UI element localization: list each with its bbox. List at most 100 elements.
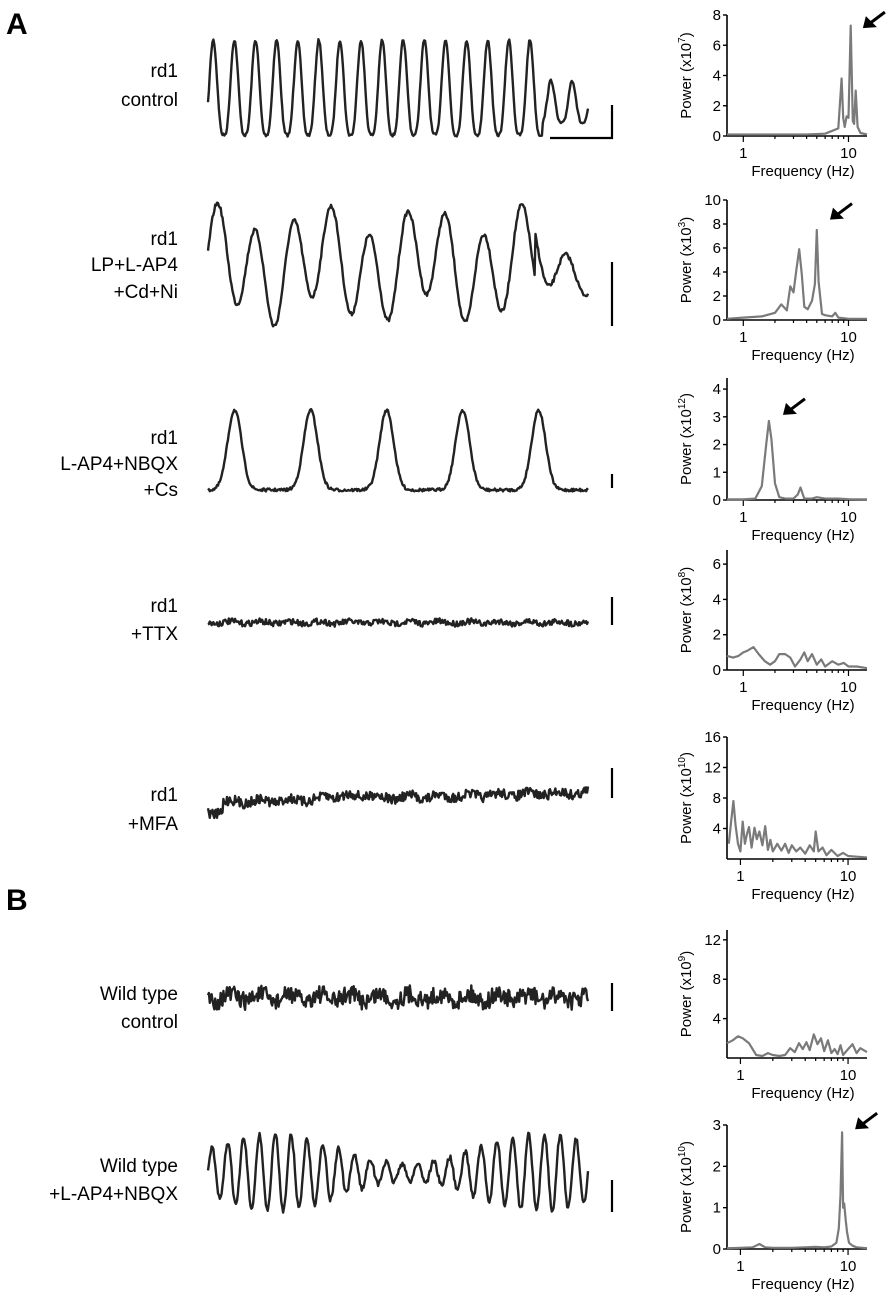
peak-arrow-head	[855, 1117, 870, 1130]
x-axis-label: Frequency (Hz)	[751, 347, 854, 364]
y-tick-label: 4	[713, 264, 721, 281]
raw-trace	[206, 1131, 590, 1214]
y-tick-label: 3	[713, 409, 721, 426]
x-axis-label: Frequency (Hz)	[751, 527, 854, 544]
peak-arrow-head	[862, 16, 877, 29]
raw-trace	[206, 38, 590, 138]
y-tick-label: 4	[713, 1011, 721, 1028]
peak-arrow-head	[829, 207, 844, 220]
raw-trace	[206, 984, 590, 1011]
x-tick-label: 10	[840, 679, 857, 696]
y-axis-label: Power (x107)	[677, 32, 695, 118]
y-tick-label: 8	[713, 790, 721, 807]
condition-label: control	[121, 1012, 178, 1033]
y-tick-label: 6	[713, 556, 721, 573]
y-tick-label: 12	[704, 932, 721, 949]
x-tick-label: 1	[736, 1258, 744, 1275]
x-tick-label: 1	[736, 1067, 744, 1084]
y-tick-label: 2	[713, 1158, 721, 1175]
panel-label-a: A	[6, 8, 28, 41]
y-tick-label: 0	[713, 662, 721, 679]
y-axis-label: Power (x103)	[677, 217, 695, 303]
y-axis-label: Power (x109)	[677, 951, 695, 1037]
condition-label: +MFA	[128, 814, 178, 835]
y-tick-label: 4	[713, 821, 721, 838]
spectrum-line	[726, 228, 867, 320]
y-tick-label: 16	[704, 729, 721, 746]
condition-label: rd1	[151, 229, 178, 250]
y-tick-label: 2	[713, 627, 721, 644]
spectrum-line	[727, 799, 868, 859]
x-axis-label: Frequency (Hz)	[751, 1276, 854, 1293]
y-tick-label: 3	[713, 1117, 721, 1134]
raw-trace	[206, 786, 590, 820]
x-axis-label: Frequency (Hz)	[751, 886, 854, 903]
y-axis-label: Power (x1010)	[677, 752, 695, 844]
condition-label: +TTX	[131, 624, 178, 645]
x-tick-label: 10	[840, 868, 857, 885]
x-tick-label: 10	[840, 509, 857, 526]
x-axis-label: Frequency (Hz)	[751, 163, 854, 180]
x-tick-label: 1	[736, 868, 744, 885]
x-tick-label: 1	[739, 679, 747, 696]
spectrum-line	[727, 24, 868, 136]
x-tick-label: 10	[840, 1067, 857, 1084]
spectrum-line	[726, 1131, 868, 1250]
condition-label: +Cs	[144, 480, 178, 501]
x-tick-label: 1	[739, 329, 747, 346]
panel-label-b: B	[6, 884, 28, 917]
y-axis-label: Power (x1010)	[677, 1141, 695, 1233]
y-tick-label: 2	[713, 437, 721, 454]
y-tick-label: 4	[713, 381, 721, 398]
y-tick-label: 8	[713, 216, 721, 233]
condition-label: rd1	[151, 596, 178, 617]
y-tick-label: 6	[713, 240, 721, 257]
condition-label: rd1	[151, 428, 178, 449]
x-tick-label: 10	[840, 145, 857, 162]
y-tick-label: 0	[713, 128, 721, 145]
condition-label: Wild type	[100, 1156, 178, 1177]
scale-bar	[550, 105, 614, 140]
x-axis-label: Frequency (Hz)	[751, 697, 854, 714]
y-axis-label: Power (x1012)	[677, 393, 695, 485]
y-tick-label: 2	[713, 98, 721, 115]
x-tick-label: 1	[739, 145, 747, 162]
condition-label: LP+L-AP4	[91, 255, 179, 276]
y-tick-label: 2	[713, 288, 721, 305]
y-tick-label: 0	[713, 312, 721, 329]
x-axis-label: Frequency (Hz)	[751, 1085, 854, 1102]
condition-label: control	[121, 90, 178, 111]
y-axis-label: Power (x108)	[677, 567, 695, 653]
condition-label: +Cd+Ni	[114, 282, 178, 303]
raw-trace	[207, 407, 589, 493]
y-tick-label: 4	[713, 68, 721, 85]
spectrum-line	[726, 645, 868, 670]
y-tick-label: 12	[704, 760, 721, 777]
y-tick-label: 10	[704, 192, 721, 209]
condition-label: +L-AP4+NBQX	[49, 1184, 178, 1205]
spectrum-line	[726, 1033, 868, 1058]
condition-label: Wild type	[100, 984, 178, 1005]
y-tick-label: 1	[713, 464, 721, 481]
y-tick-label: 0	[713, 1241, 721, 1258]
y-tick-label: 0	[713, 492, 721, 509]
condition-label: L-AP4+NBQX	[60, 454, 178, 475]
condition-label: rd1	[151, 785, 178, 806]
condition-label: rd1	[151, 61, 178, 82]
x-tick-label: 10	[840, 329, 857, 346]
raw-trace	[207, 617, 590, 628]
y-tick-label: 4	[713, 591, 721, 608]
x-tick-label: 10	[840, 1258, 857, 1275]
y-tick-label: 6	[713, 37, 721, 54]
raw-trace	[206, 201, 590, 328]
y-tick-label: 8	[713, 971, 721, 988]
